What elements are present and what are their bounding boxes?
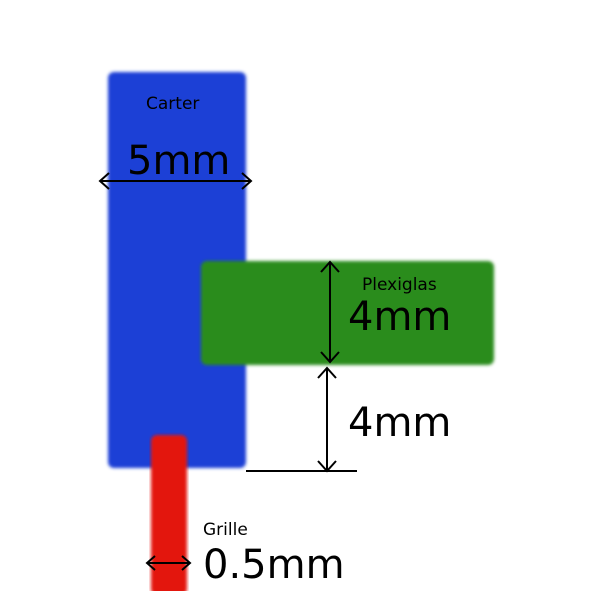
gap-height-arrow: [317, 366, 337, 473]
grille-label: Grille: [203, 520, 248, 540]
grille-width-arrow: [145, 555, 192, 571]
grille-bar: [151, 435, 187, 591]
plexiglas-thickness-arrow: [320, 260, 340, 364]
carter-label: Carter: [146, 94, 199, 114]
plexiglas-plate: [201, 261, 494, 365]
grille-width-value: 0.5mm: [203, 542, 345, 588]
carter-width-value: 5mm: [127, 138, 230, 184]
gap-height-value: 4mm: [348, 400, 451, 446]
carter-block: [108, 72, 246, 468]
plexiglas-label: Plexiglas: [362, 275, 437, 295]
carter-width-arrow: [98, 172, 253, 190]
plexiglas-thickness-value: 4mm: [348, 294, 451, 340]
